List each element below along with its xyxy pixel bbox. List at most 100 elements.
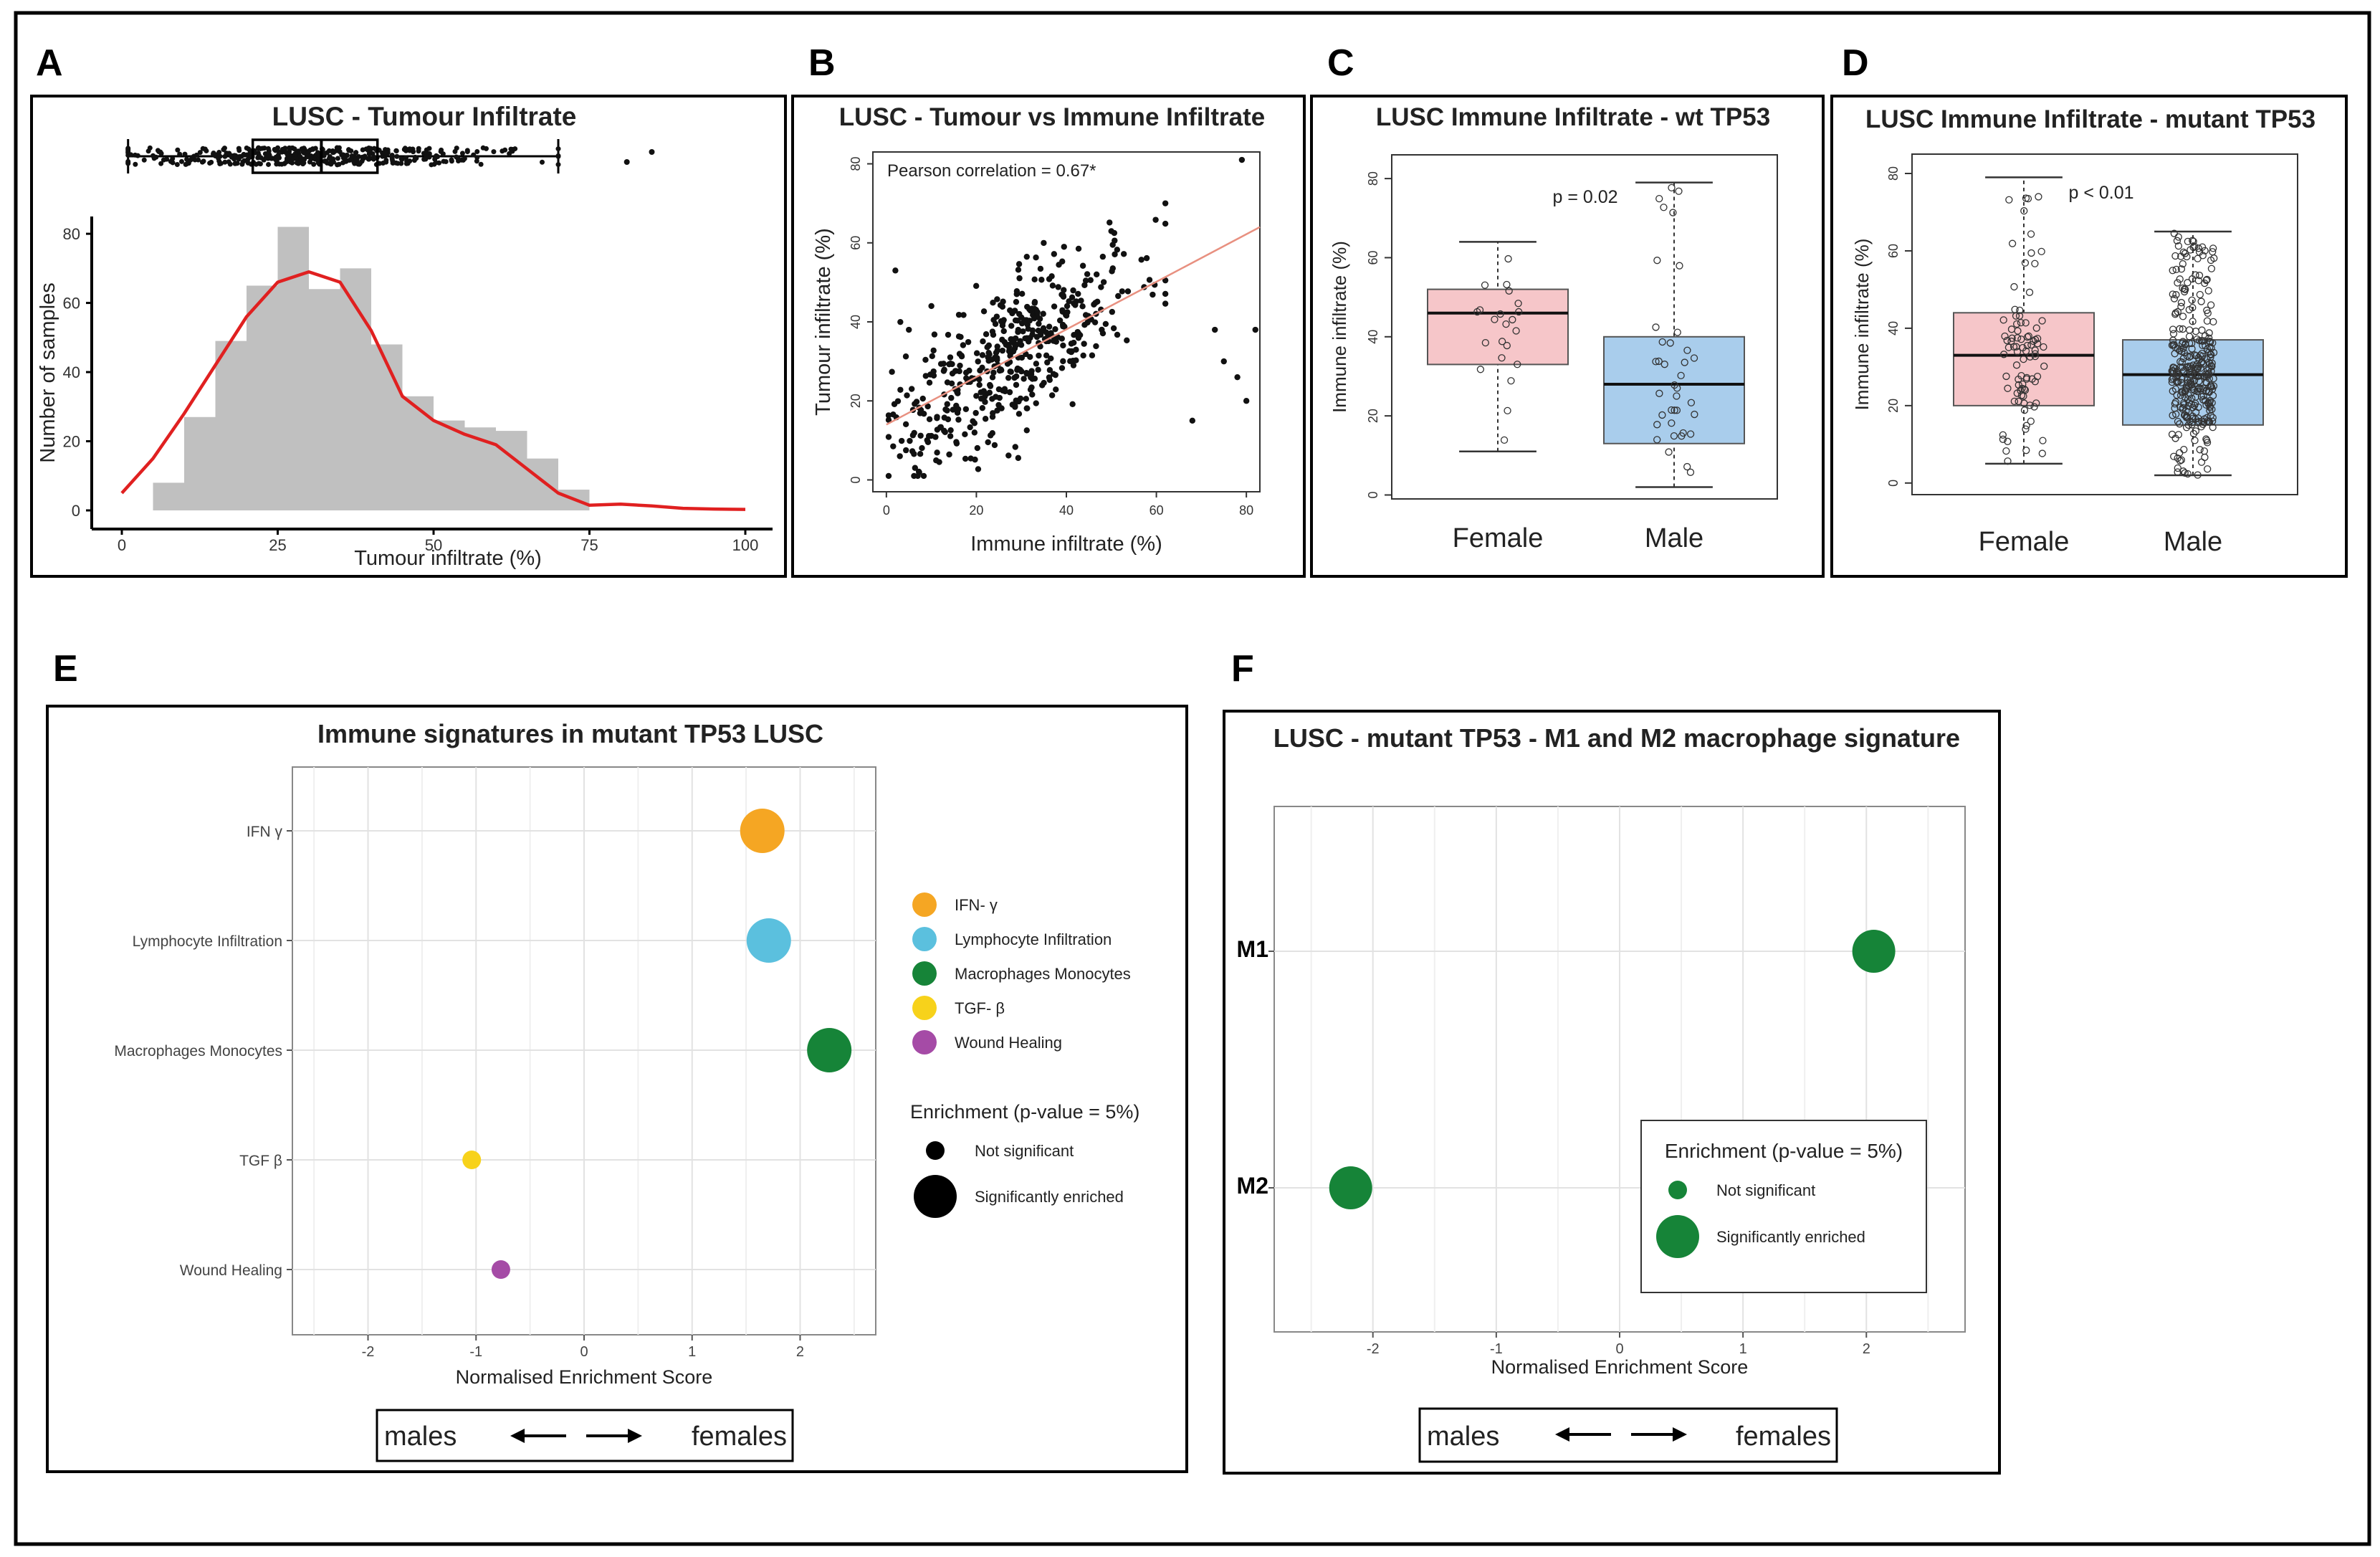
box-jitter-point [2027, 417, 2035, 425]
box-jitter-point [2185, 305, 2193, 314]
scatter-point [970, 418, 976, 424]
x-tick-label: 80 [1239, 503, 1253, 518]
scatter-point [941, 414, 947, 421]
box-jitter-point [512, 146, 518, 152]
scatter-point [1089, 352, 1096, 358]
box-jitter-point [177, 151, 183, 157]
box-jitter-point [2174, 454, 2181, 462]
scatter-point [1061, 323, 1068, 330]
box-jitter-point [292, 146, 297, 152]
box-jitter-point [301, 146, 307, 151]
scatter-point [952, 368, 959, 374]
box-jitter-point [155, 148, 161, 153]
x-tick-label: 0 [118, 536, 126, 554]
box-jitter-point [337, 149, 343, 155]
box-jitter-point [2180, 445, 2188, 454]
scatter-point [1022, 335, 1028, 342]
scatter-point [1028, 374, 1034, 381]
direction-females: females [1736, 1422, 1831, 1452]
scatter-point [978, 395, 985, 402]
scatter-point [937, 424, 944, 430]
box-jitter-point [1999, 435, 2007, 443]
histogram-bar [215, 341, 247, 510]
panel-b-title: LUSC - Tumour vs Immune Infiltrate [839, 103, 1265, 131]
scatter-point [1234, 373, 1241, 381]
scatter-point [982, 416, 989, 422]
scatter-point [1004, 361, 1011, 367]
box-jitter-point [2176, 457, 2184, 465]
scatter-point [1046, 376, 1053, 384]
box-jitter-point [300, 156, 306, 162]
box-jitter-point [2189, 318, 2197, 325]
box-jitter-point [2001, 332, 2009, 341]
box-jitter-point [2177, 378, 2185, 386]
x-tick-label: -2 [362, 1344, 375, 1360]
box-jitter-point [2198, 243, 2207, 251]
category-label: Male [1645, 523, 1703, 553]
box-jitter-point [2033, 340, 2042, 348]
histogram-bar [527, 458, 558, 510]
y-axis-label: Immune infiltrate (%) [1851, 239, 1873, 411]
scatter-point [924, 439, 932, 445]
box-jitter-point [2173, 237, 2181, 244]
box-jitter-point [2000, 351, 2008, 358]
box-jitter-point [1660, 204, 1668, 211]
category-label: Female [1453, 523, 1544, 553]
box-jitter-point [327, 156, 333, 161]
scatter-point [955, 406, 962, 413]
box-jitter-point [2020, 406, 2029, 414]
scatter-point [975, 358, 981, 365]
scatter-point [914, 472, 921, 480]
box-jitter-point [1686, 430, 1695, 438]
box-jitter-point [2184, 421, 2192, 429]
scatter-point [1043, 352, 1050, 359]
scatter-point [920, 472, 927, 480]
scatter-point [892, 267, 899, 274]
box-jitter-point [1515, 308, 1523, 316]
box-jitter-point [2031, 260, 2039, 267]
scatter-point [1013, 287, 1021, 295]
box-jitter-point [353, 157, 359, 163]
scatter-point [1031, 276, 1038, 283]
box-jitter-point [2186, 376, 2194, 385]
box-jitter-point [2188, 345, 2196, 353]
scatter-point [1048, 392, 1056, 399]
box-jitter-point [183, 161, 189, 167]
scatter-point [1252, 326, 1258, 333]
scatter-point [1015, 267, 1022, 273]
scatter-point [1059, 307, 1066, 313]
scatter-point [965, 338, 972, 346]
legend-label: IFN- γ [955, 896, 998, 914]
box-jitter-point [178, 158, 184, 164]
box-jitter-point [2022, 447, 2030, 454]
box-jitter-point [2017, 318, 2025, 327]
scatter-point [1011, 308, 1018, 314]
box-jitter-point [555, 146, 561, 152]
enrichment-point [740, 809, 785, 853]
box-jitter-point [2209, 391, 2217, 399]
box-jitter-point [424, 154, 429, 160]
box-jitter-point [2207, 344, 2215, 352]
box-jitter-point [1671, 381, 1678, 389]
scatter-point [976, 376, 983, 383]
box-jitter-point [1668, 419, 1676, 427]
box-jitter-point [2201, 453, 2209, 462]
scatter-point [1162, 300, 1169, 307]
box-jitter-point [257, 146, 263, 151]
scatter-point [1017, 338, 1023, 345]
box-jitter-point [365, 156, 371, 161]
box-jitter-point [2025, 288, 2034, 296]
scatter-point [957, 333, 964, 341]
scatter-point [1091, 319, 1099, 325]
box-jitter-point [1655, 357, 1663, 366]
legend-label: TGF- β [955, 999, 1005, 1017]
scatter-point [1041, 379, 1047, 386]
box-jitter-point [202, 146, 208, 152]
panel-letter-c: C [1327, 42, 1354, 84]
box-jitter-point [2189, 237, 2197, 244]
scatter-point [973, 350, 980, 356]
box-jitter-point [2020, 356, 2027, 363]
box-jitter-point [340, 160, 346, 166]
box-jitter-point [2209, 375, 2217, 383]
box-jitter-point [426, 146, 432, 151]
